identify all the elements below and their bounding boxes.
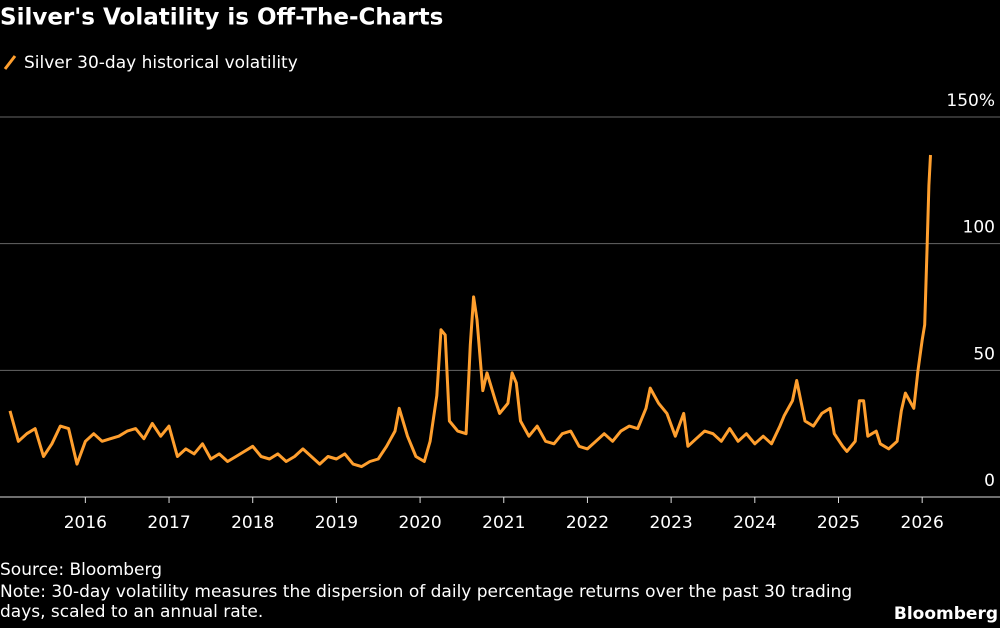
y-tick-label: 150% — [946, 91, 995, 111]
y-tick-label: 100 — [963, 218, 995, 238]
y-tick-label: 50 — [973, 344, 995, 364]
x-tick-label: 2021 — [482, 513, 525, 533]
x-tick-label: 2019 — [315, 513, 358, 533]
legend-label: Silver 30-day historical volatility — [24, 53, 298, 73]
series-line — [8, 154, 932, 469]
y-tick-label: 0 — [984, 471, 995, 491]
x-tick-label: 2022 — [566, 513, 609, 533]
x-tick-label: 2018 — [231, 513, 274, 533]
x-tick-label: 2017 — [147, 513, 190, 533]
x-tick-label: 2020 — [398, 513, 441, 533]
source: Source: Bloomberg — [0, 560, 162, 580]
legend-icon — [3, 55, 17, 70]
x-tick-label: 2023 — [649, 513, 692, 533]
note: Note: 30-day volatility measures the dis… — [0, 582, 853, 622]
credit: Bloomberg — [893, 604, 998, 624]
chart-title: Silver's Volatility is Off-The-Charts — [0, 5, 443, 31]
x-tick-label: 2026 — [901, 513, 944, 533]
x-tick-label: 2024 — [733, 513, 776, 533]
x-tick-label: 2016 — [64, 513, 107, 533]
x-tick-label: 2025 — [817, 513, 860, 533]
